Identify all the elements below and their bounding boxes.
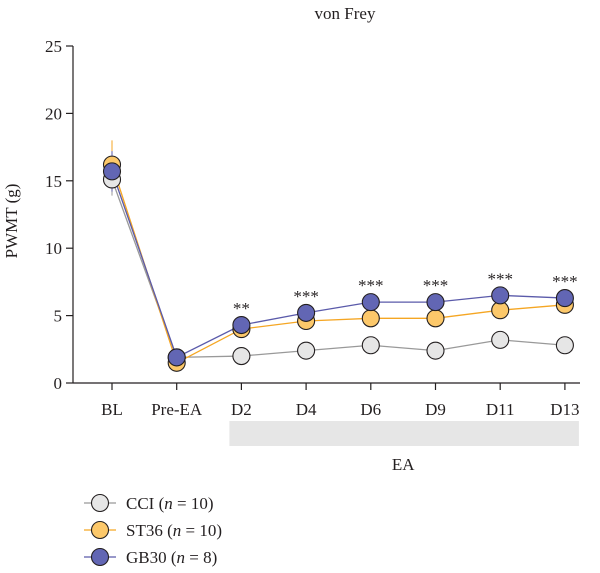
legend-label-part: n [173, 521, 182, 540]
ea-bracket-label: EA [392, 455, 415, 474]
y-tick-label: 20 [45, 104, 62, 123]
y-tick-label: 10 [45, 239, 62, 258]
data-point [362, 310, 379, 327]
legend-label-part: n [164, 494, 173, 513]
significance-marker: *** [423, 276, 449, 295]
series-2 [112, 151, 565, 361]
significance-marker: *** [358, 276, 384, 295]
legend-marker [92, 549, 109, 566]
data-point [427, 310, 444, 327]
x-tick-label: BL [101, 400, 123, 419]
data-point [362, 337, 379, 354]
data-point [233, 348, 250, 365]
x-tick-label: D11 [486, 400, 515, 419]
x-tick-label: D9 [425, 400, 446, 419]
data-point [556, 337, 573, 354]
legend-item-2: GB30 (n = 8) [84, 548, 217, 567]
data-point [168, 349, 185, 366]
legend-item-0: CCI (n = 10) [84, 494, 214, 513]
legend-item-1: ST36 (n = 10) [84, 521, 222, 540]
ea-bracket-bar [229, 421, 579, 446]
y-tick-label: 15 [45, 172, 62, 191]
data-point [492, 331, 509, 348]
legend-marker [92, 495, 109, 512]
legend-label-part: = 8) [185, 548, 217, 567]
x-tick-label: D13 [550, 400, 579, 419]
legend-label: ST36 (n = 10) [126, 521, 222, 540]
y-tick-label: 0 [54, 374, 63, 393]
ea-bracket: EA [229, 421, 579, 474]
x-axis: BL Pre-EA D2 D4 D6 D9 D11 D13 [73, 383, 580, 419]
significance-marker: *** [487, 269, 513, 288]
data-point [104, 163, 121, 180]
legend-marker [92, 522, 109, 539]
x-tick-label: D2 [231, 400, 252, 419]
x-tick-label: D4 [296, 400, 317, 419]
significance-marker: *** [552, 272, 578, 291]
x-tick-label: Pre-EA [151, 400, 203, 419]
y-axis: 0 5 10 15 20 25 [45, 37, 73, 393]
data-point [362, 294, 379, 311]
data-point [233, 317, 250, 334]
series-line [112, 171, 565, 357]
data-point [427, 294, 444, 311]
data-point [556, 290, 573, 307]
legend-label-part: ST36 ( [126, 521, 173, 540]
series-layer [104, 140, 574, 371]
legend-label-part: = 10) [181, 521, 222, 540]
data-point [492, 287, 509, 304]
legend-label: GB30 (n = 8) [126, 548, 217, 567]
y-tick-label: 5 [54, 307, 63, 326]
data-point [427, 342, 444, 359]
significance-layer: ******** *** *** *** [233, 269, 578, 318]
legend-label-part: CCI ( [126, 494, 165, 513]
legend-label-part: GB30 ( [126, 548, 177, 567]
data-point [298, 304, 315, 321]
legend-label: CCI (n = 10) [126, 494, 214, 513]
legend: CCI (n = 10)ST36 (n = 10)GB30 (n = 8) [84, 494, 222, 567]
y-tick-label: 25 [45, 37, 62, 56]
significance-marker: ** [233, 299, 250, 318]
y-axis-title: PWMT (g) [2, 184, 21, 259]
significance-marker: *** [293, 287, 319, 306]
legend-label-part: n [177, 548, 186, 567]
data-point [298, 342, 315, 359]
legend-label-part: = 10) [173, 494, 214, 513]
x-tick-label: D6 [360, 400, 381, 419]
chart-title: von Frey [315, 4, 376, 23]
